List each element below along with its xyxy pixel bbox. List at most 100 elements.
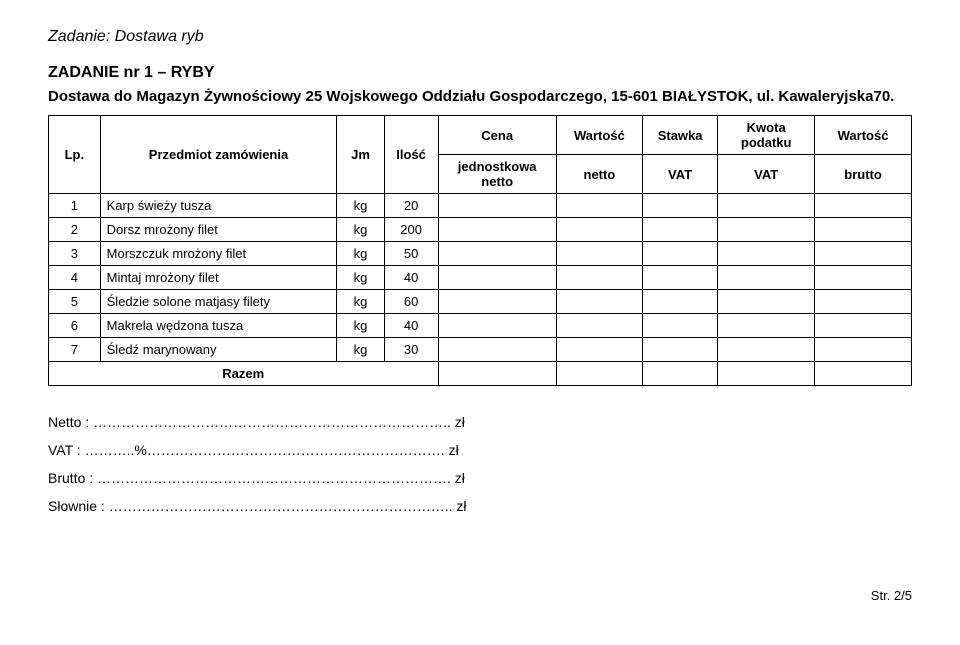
cell-lp: 7 — [49, 338, 101, 362]
cell-lp: 2 — [49, 218, 101, 242]
cell-wb — [815, 218, 912, 242]
cell-cena — [438, 338, 556, 362]
th-lp: Lp. — [49, 116, 101, 194]
cell-wn — [556, 266, 642, 290]
cell-kw — [718, 338, 815, 362]
section-heading: ZADANIE nr 1 – RYBY — [48, 64, 912, 82]
cell-cena — [438, 314, 556, 338]
th-wb-bot: brutto — [815, 155, 912, 194]
th-cena-top: Cena — [438, 116, 556, 155]
cell-wn — [556, 338, 642, 362]
th-name: Przedmiot zamówienia — [100, 116, 337, 194]
table-row: 7 Śledź marynowany kg 30 — [49, 338, 912, 362]
cell-name: Śledź marynowany — [100, 338, 337, 362]
razem-label: Razem — [49, 362, 439, 386]
total-brutto: Brutto : …………………………………………………………………. zł — [48, 464, 912, 492]
table-row: 5 Śledzie solone matjasy filety kg 60 — [49, 290, 912, 314]
th-wn-top: Wartość — [556, 116, 642, 155]
cell-ilosc: 30 — [384, 338, 438, 362]
cell-cena — [438, 194, 556, 218]
cell-jm: kg — [337, 314, 384, 338]
cell-name: Makrela wędzona tusza — [100, 314, 337, 338]
cell-wb — [815, 290, 912, 314]
delivery-line: Dostawa do Magazyn Żywnościowy 25 Wojsko… — [48, 88, 912, 105]
cell-cena — [438, 218, 556, 242]
cell-wb — [815, 338, 912, 362]
cell-kw — [718, 290, 815, 314]
th-kwota-top: Kwota podatku — [718, 116, 815, 155]
cell-wn — [556, 218, 642, 242]
cell-kw — [718, 266, 815, 290]
cell-kw — [718, 314, 815, 338]
cell-jm: kg — [337, 218, 384, 242]
th-kwota-top-1: Kwota — [747, 120, 786, 135]
table-row: 2 Dorsz mrożony filet kg 200 — [49, 218, 912, 242]
total-slownie: Słownie : ……………………………………………………………….. zł — [48, 492, 912, 520]
cell-wn — [556, 194, 642, 218]
cell-cena — [438, 266, 556, 290]
razem-row: Razem — [49, 362, 912, 386]
razem-wb — [815, 362, 912, 386]
cell-jm: kg — [337, 194, 384, 218]
cell-ilosc: 200 — [384, 218, 438, 242]
cell-lp: 5 — [49, 290, 101, 314]
th-cena-bot-2: netto — [481, 174, 513, 189]
th-stawka-bot: VAT — [642, 155, 717, 194]
cell-kw — [718, 194, 815, 218]
razem-vat — [642, 362, 717, 386]
cell-wb — [815, 242, 912, 266]
cell-ilosc: 20 — [384, 194, 438, 218]
cell-vat — [642, 218, 717, 242]
razem-kw — [718, 362, 815, 386]
th-jm: Jm — [337, 116, 384, 194]
cell-lp: 1 — [49, 194, 101, 218]
table-row: 1 Karp świeży tusza kg 20 — [49, 194, 912, 218]
page-footer: Str. 2/5 — [871, 588, 912, 603]
cell-cena — [438, 242, 556, 266]
totals-block: Netto : ………………………………………………………………….. zł V… — [48, 408, 912, 520]
cell-ilosc: 40 — [384, 314, 438, 338]
cell-vat — [642, 266, 717, 290]
cell-jm: kg — [337, 242, 384, 266]
cell-wb — [815, 266, 912, 290]
th-kwota-top-2: podatku — [741, 135, 792, 150]
cell-name: Dorsz mrożony filet — [100, 218, 337, 242]
table-row: 4 Mintaj mrożony filet kg 40 — [49, 266, 912, 290]
th-stawka-top: Stawka — [642, 116, 717, 155]
cell-kw — [718, 218, 815, 242]
cell-name: Morszczuk mrożony filet — [100, 242, 337, 266]
cell-wb — [815, 314, 912, 338]
cell-jm: kg — [337, 290, 384, 314]
table-row: 6 Makrela wędzona tusza kg 40 — [49, 314, 912, 338]
th-wb-top: Wartość — [815, 116, 912, 155]
cell-vat — [642, 314, 717, 338]
cell-ilosc: 50 — [384, 242, 438, 266]
cell-name: Karp świeży tusza — [100, 194, 337, 218]
cell-name: Śledzie solone matjasy filety — [100, 290, 337, 314]
cell-wb — [815, 194, 912, 218]
razem-wn — [556, 362, 642, 386]
cell-lp: 3 — [49, 242, 101, 266]
cell-kw — [718, 242, 815, 266]
cell-jm: kg — [337, 266, 384, 290]
cell-vat — [642, 290, 717, 314]
header-row-1: Lp. Przedmiot zamówienia Jm Ilość Cena W… — [49, 116, 912, 155]
th-ilosc: Ilość — [384, 116, 438, 194]
cell-wn — [556, 242, 642, 266]
task-title: Zadanie: Dostawa ryb — [48, 28, 912, 46]
th-cena-bot-1: jednostkowa — [458, 159, 537, 174]
cell-ilosc: 40 — [384, 266, 438, 290]
cell-vat — [642, 194, 717, 218]
cell-cena — [438, 290, 556, 314]
total-netto: Netto : ………………………………………………………………….. zł — [48, 408, 912, 436]
table-row: 3 Morszczuk mrożony filet kg 50 — [49, 242, 912, 266]
th-kwota-bot: VAT — [718, 155, 815, 194]
cell-name: Mintaj mrożony filet — [100, 266, 337, 290]
cell-lp: 6 — [49, 314, 101, 338]
th-wn-bot: netto — [556, 155, 642, 194]
cell-jm: kg — [337, 338, 384, 362]
cell-wn — [556, 314, 642, 338]
cell-ilosc: 60 — [384, 290, 438, 314]
th-cena-bot: jednostkowa netto — [438, 155, 556, 194]
cell-vat — [642, 242, 717, 266]
